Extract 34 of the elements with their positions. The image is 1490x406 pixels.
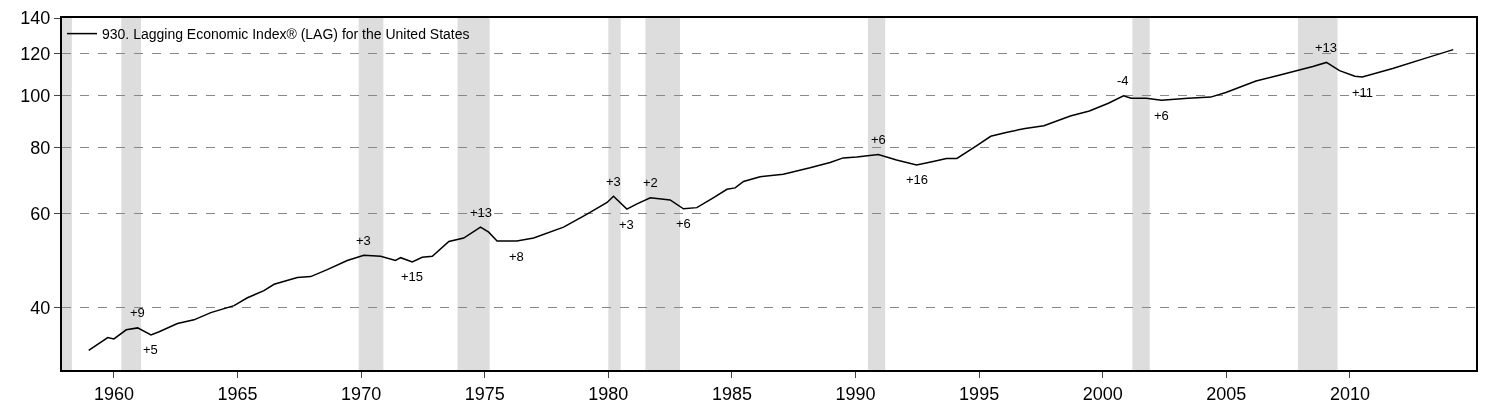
- annotation: +3: [356, 233, 371, 248]
- y-tick-label: 120: [20, 43, 51, 64]
- y-tick-label: 100: [20, 86, 51, 107]
- annotation: +6: [676, 216, 691, 231]
- legend-label: 930. Lagging Economic Index® (LAG) for the United States: [102, 26, 470, 43]
- y-tick-label: 60: [30, 204, 51, 225]
- annotation: +13: [1315, 40, 1338, 55]
- annotation: +3: [606, 174, 621, 189]
- x-tick-label: 2010: [1329, 383, 1370, 404]
- x-tick-label: 1960: [93, 383, 134, 404]
- x-tick-label: 1990: [835, 383, 876, 404]
- y-tick-label: 80: [30, 137, 51, 158]
- annotation: +8: [509, 249, 524, 264]
- x-tick-label: 2000: [1082, 383, 1123, 404]
- annotation: +15: [401, 269, 424, 284]
- annotation: +6: [871, 132, 886, 147]
- x-tick-label: 2005: [1206, 383, 1247, 404]
- annotation: +9: [130, 305, 145, 320]
- x-tick-label: 1970: [341, 383, 382, 404]
- x-tick-label: 1995: [959, 383, 1000, 404]
- annotation: -4: [1117, 73, 1129, 88]
- x-tick-label: 1985: [711, 383, 752, 404]
- x-tick-label: 1975: [464, 383, 505, 404]
- annotation: +3: [619, 217, 634, 232]
- annotation: +11: [1352, 85, 1374, 100]
- annotation: +13: [470, 205, 493, 220]
- annotation: +2: [643, 175, 658, 190]
- x-tick-label: 1965: [217, 383, 258, 404]
- annotation: +6: [1154, 108, 1169, 123]
- annotation: +16: [906, 172, 929, 187]
- annotation: +5: [143, 342, 158, 357]
- y-tick-label: 40: [30, 297, 51, 318]
- x-tick-label: 1980: [588, 383, 629, 404]
- y-tick-label: 140: [20, 8, 51, 29]
